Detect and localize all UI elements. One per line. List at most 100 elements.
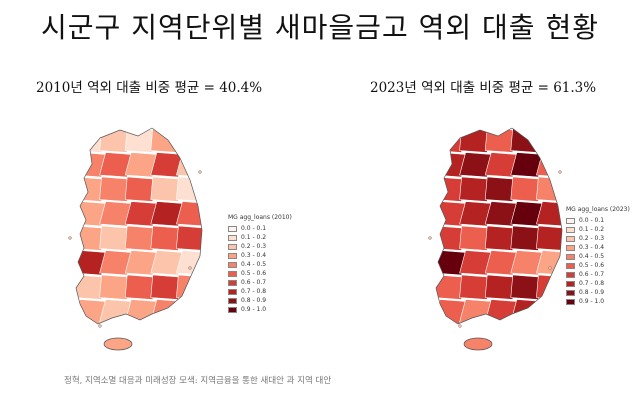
legend-swatch [228,225,237,232]
coastline [75,127,203,325]
region-shape [176,250,202,276]
legend-label: 0.1 - 0.2 [579,226,605,233]
map-2010-subtitle: 2010년 역외 대출 비중 평균 = 40.4% [36,80,263,96]
region-shape [99,225,128,251]
map-2023-subtitle: 2023년 역외 대출 비중 평균 = 61.3% [370,80,597,96]
legend-item: 0.1 - 0.2 [566,225,630,234]
region-shape [176,299,202,324]
legend-label: 0.6 - 0.7 [241,279,267,286]
legend-item: 0.3 - 0.4 [566,243,630,252]
legend-label: 0.9 - 1.0 [579,298,605,305]
region-shape [484,128,514,153]
region-shape [150,299,183,324]
region-shape [124,299,158,324]
region-shape [484,225,514,251]
jeju-island [463,337,493,351]
region-shape [536,299,562,324]
region-shape [536,128,562,153]
region-shape [536,250,562,276]
legend-item: 0.7 - 0.8 [228,287,292,296]
region-shape [510,299,543,324]
jeju-island [103,337,133,351]
region-shape [536,152,562,178]
region-shape [176,128,202,153]
legend-item: 0.2 - 0.3 [566,234,630,243]
region-shape [459,176,488,202]
legend-item: 0.5 - 0.6 [228,269,292,278]
region-shape [150,176,179,202]
island-dot [428,236,432,240]
legend-item: 0.8 - 0.9 [566,288,630,297]
legend-swatch [228,306,237,313]
region-shape [436,176,462,202]
legend-swatch [566,217,575,224]
legend-item: 0.3 - 0.4 [228,251,292,260]
region-shape [484,176,514,202]
legend-item: 0.0 - 0.1 [228,224,292,233]
legend-label: 0.2 - 0.3 [579,235,605,242]
region-shape [124,225,154,251]
legend-swatch [566,262,575,269]
region-shape [176,225,202,251]
region-shape [484,299,518,324]
legend-item: 0.9 - 1.0 [566,297,630,306]
island-dot [68,236,72,240]
legend-swatch [566,235,575,242]
region-shape [124,274,154,300]
island-dot [98,324,102,328]
region-shape [484,274,514,300]
island-dot [548,266,552,270]
legend-item: 0.9 - 1.0 [228,305,292,314]
legend-label: 0.7 - 0.8 [241,288,267,295]
region-shape [536,274,562,300]
legend-item: 0.8 - 0.9 [228,296,292,305]
legend-swatch [566,271,575,278]
region-shape [76,176,102,202]
region-shape [436,128,462,153]
region-shape [176,201,202,227]
island-dot [198,170,202,174]
legend-item: 0.0 - 0.1 [566,216,630,225]
region-shape [99,299,132,324]
island-dot [458,324,462,328]
region-shape [459,299,492,324]
region-shape [510,225,539,251]
region-shape [124,128,154,153]
legend-swatch [566,298,575,305]
region-shape [76,128,102,153]
legend-label: 0.0 - 0.1 [241,225,267,232]
legend-swatch [228,243,237,250]
region-shape [510,274,539,300]
legend-2023: MG agg_loans (2023) 0.0 - 0.1 0.1 - 0.2 0.… [566,206,630,306]
legend-swatch [228,270,237,277]
page-title: 시군구 지역단위별 새마을금고 역외 대출 현황 [41,11,599,44]
region-shape [99,128,128,153]
region-shape [99,176,128,202]
legend-label: 0.4 - 0.5 [241,261,267,268]
map-2023 [428,127,563,351]
legend-swatch [228,261,237,268]
legend-swatch [228,279,237,286]
legend-label: 0.2 - 0.3 [241,243,267,250]
legend-label: 0.6 - 0.7 [579,271,605,278]
legend-item: 0.1 - 0.2 [228,233,292,242]
legend-label: 0.9 - 1.0 [241,306,267,313]
legend-label: 0.0 - 0.1 [579,217,605,224]
region-shape [459,128,488,153]
legend-label: 0.3 - 0.4 [241,252,267,259]
region-shape [536,201,562,227]
region-shape [176,274,202,300]
legend-swatch [566,280,575,287]
legend-item: 0.6 - 0.7 [566,270,630,279]
region-shape [536,225,562,251]
region-shape [76,225,102,251]
legend-label: 0.5 - 0.6 [241,270,267,277]
legend-swatch [228,288,237,295]
map-2010 [68,127,203,351]
region-shape [459,225,488,251]
legend-swatch [228,297,237,304]
island-dot [558,170,562,174]
legend-label: 0.5 - 0.6 [579,262,605,269]
legend-2010: MG agg_loans (2010) 0.0 - 0.1 0.1 - 0.2 0.… [228,214,292,314]
legend-item: 0.4 - 0.5 [566,252,630,261]
